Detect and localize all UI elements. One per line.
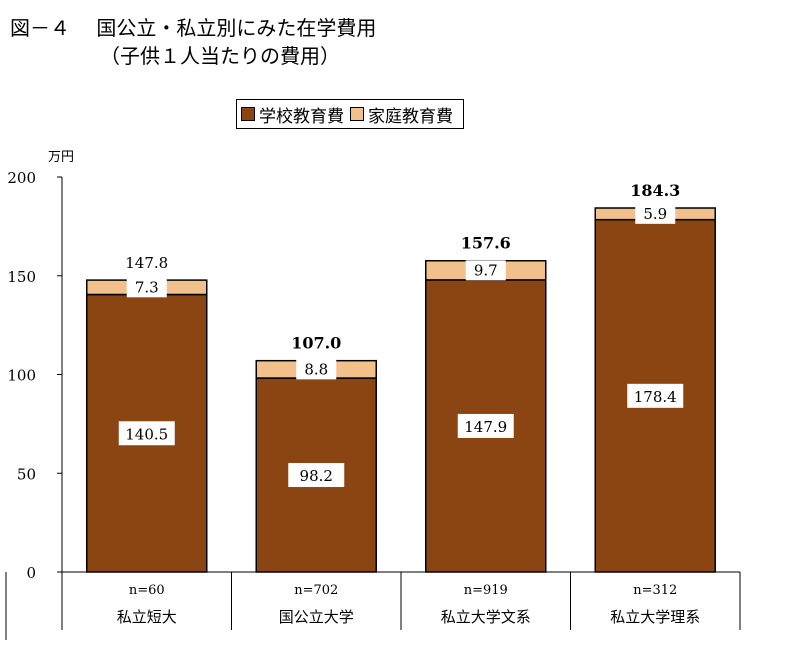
data-label-school: 140.5 <box>125 425 168 443</box>
data-label-bg <box>635 203 676 224</box>
sample-size-label: n=919 <box>464 583 508 598</box>
y-tick-label: 100 <box>7 367 36 385</box>
legend-swatch-school <box>241 107 255 121</box>
category-label: 私立大学理系 <box>610 608 700 626</box>
sample-size-label: n=702 <box>294 583 338 598</box>
data-label-school: 178.4 <box>634 388 677 406</box>
data-label-total: 147.8 <box>125 254 168 272</box>
data-label-home: 9.7 <box>474 261 498 279</box>
category-label: 国公立大学 <box>279 608 354 626</box>
data-label-total: 157.6 <box>461 234 511 253</box>
y-tick-label: 0 <box>26 564 36 582</box>
legend-label-home: 家庭教育費 <box>368 106 453 127</box>
category-label: 私立大学文系 <box>441 608 531 626</box>
data-label-total: 184.3 <box>630 181 680 200</box>
data-label-school: 98.2 <box>300 467 333 485</box>
y-axis-unit-label: 万円 <box>48 150 74 165</box>
y-tick-label: 150 <box>7 268 36 286</box>
data-label-bg <box>465 260 506 281</box>
data-label-home: 8.8 <box>304 360 328 378</box>
data-label-school: 147.9 <box>464 418 507 436</box>
sample-size-label: n=60 <box>129 583 165 598</box>
y-tick-label: 50 <box>17 465 36 483</box>
chart-title: 図－４ 国公立・私立別にみた在学費用 <box>10 16 377 40</box>
y-tick-label: 200 <box>7 169 36 187</box>
data-label-bg <box>118 421 175 446</box>
legend-swatch-home <box>350 107 364 121</box>
data-label-bg <box>627 383 684 408</box>
data-label-bg <box>288 463 345 488</box>
data-label-home: 7.3 <box>135 278 159 296</box>
legend-item-home: 家庭教育費 <box>350 102 453 127</box>
sample-size-label: n=312 <box>633 583 677 598</box>
data-label-home: 5.9 <box>643 205 667 223</box>
legend: 学校教育費 家庭教育費 <box>236 99 464 129</box>
data-label-bg <box>296 359 337 380</box>
legend-item-school: 学校教育費 <box>241 102 344 127</box>
chart-subtitle: （子供１人当たりの費用） <box>100 44 340 68</box>
legend-label-school: 学校教育費 <box>259 106 344 127</box>
category-label: 私立短大 <box>117 608 177 626</box>
data-label-bg <box>126 277 167 298</box>
data-label-bg <box>457 413 514 438</box>
data-label-total: 107.0 <box>291 334 341 353</box>
